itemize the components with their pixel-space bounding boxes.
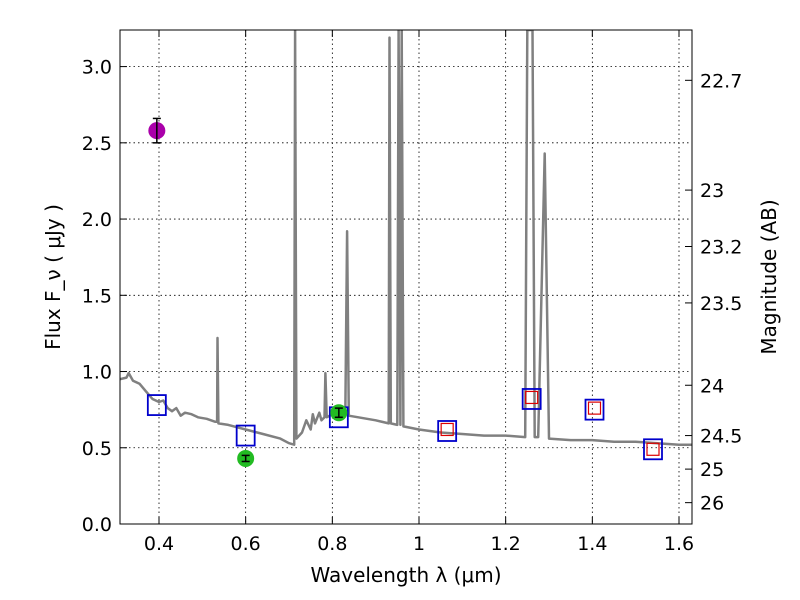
y-tick-label: 3.0 (82, 57, 112, 79)
x-tick-label: 0.6 (231, 533, 261, 555)
y-tick-label: 1.0 (82, 362, 112, 384)
observed-photometry-square (525, 390, 539, 405)
observed-photometry-square (587, 401, 602, 415)
model-photometry-square (643, 438, 663, 461)
x-tick-label: 1.4 (577, 533, 607, 555)
y2-tick-label: 24.5 (700, 426, 742, 448)
y-tick-label: 1.5 (82, 285, 112, 307)
y-tick-label: 2.0 (82, 209, 112, 231)
model-photometry-square (146, 394, 167, 416)
y2-tick-label: 22.7 (700, 70, 742, 92)
axis-ticks: 0.4 0.6 0.8 1 1.2 1.4 1.6 0.0 0.5 1.0 1.5 2.0 2.5 3.0… (82, 30, 742, 555)
y-tick-label: 0.0 (82, 514, 112, 536)
y-tick-label: 0.5 (82, 438, 112, 460)
model-photometry-square (584, 398, 605, 421)
y-axis-label: Flux F_ν ( μJy ) (41, 204, 65, 350)
y2-tick-label: 24 (700, 375, 724, 397)
x-tick-label: 1.6 (664, 533, 694, 555)
model-photometry-square (521, 388, 542, 410)
y2-tick-label: 25 (700, 459, 724, 481)
y2-axis-label: Magnitude (AB) (757, 199, 781, 354)
sed-model-line (120, 30, 692, 446)
x-tick-label: 0.8 (317, 533, 347, 555)
y2-tick-label: 23 (700, 180, 724, 202)
grid-lines (120, 30, 692, 525)
x-axis-label: Wavelength λ (μm) (310, 563, 501, 587)
x-tick-label: 1 (413, 533, 425, 555)
x-tick-label: 1.2 (491, 533, 521, 555)
observed-photometry-square (646, 442, 660, 456)
x-tick-label: 0.4 (144, 533, 174, 555)
y2-tick-label: 23.5 (700, 293, 742, 315)
y-tick-label: 2.5 (82, 133, 112, 155)
y2-tick-label: 23.2 (700, 237, 742, 259)
model-photometry-square (235, 424, 256, 447)
model-photometry-square (437, 420, 458, 442)
plot-frame (119, 29, 693, 525)
observed-photometry-square (440, 422, 454, 437)
series-layer (120, 30, 692, 467)
y2-tick-label: 26 (700, 493, 724, 515)
